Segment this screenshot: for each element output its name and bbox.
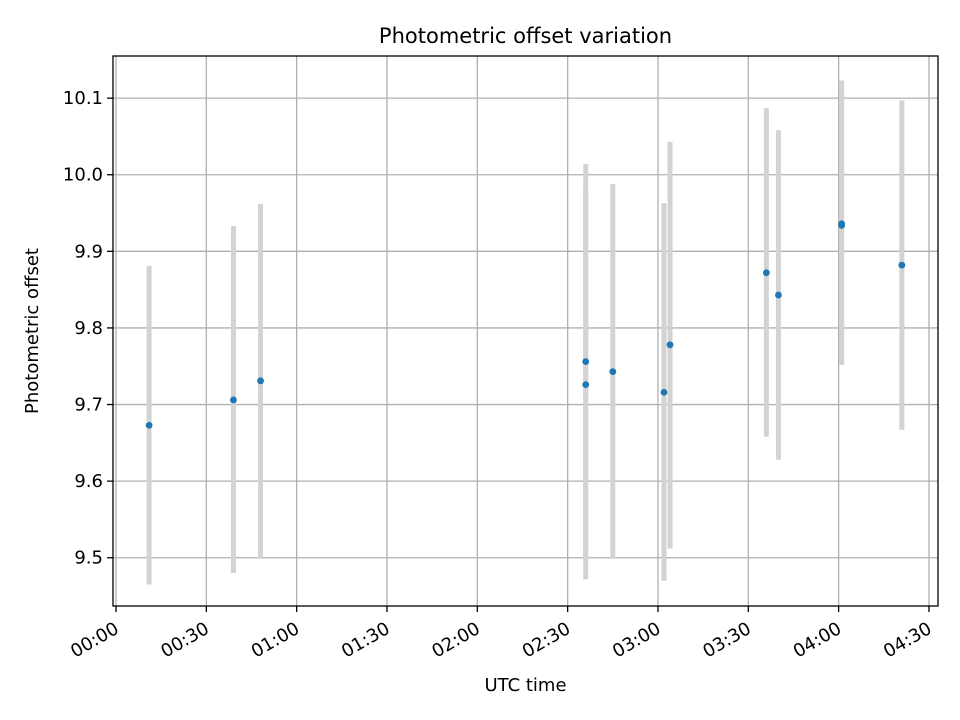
- chart-title: Photometric offset variation: [379, 24, 672, 48]
- y-tick-label: 9.8: [74, 318, 103, 339]
- y-tick-label: 9.7: [74, 395, 103, 416]
- data-point: [609, 368, 617, 375]
- data-point: [762, 269, 770, 277]
- data-point: [582, 358, 590, 366]
- x-axis-title: UTC time: [484, 675, 566, 696]
- data-point: [257, 377, 264, 385]
- y-tick-label: 9.9: [74, 241, 103, 262]
- y-axis-title: Photometric offset: [22, 248, 43, 414]
- data-point: [230, 396, 237, 404]
- data-point: [582, 381, 590, 389]
- data-point: [898, 261, 906, 269]
- data-point: [775, 291, 782, 299]
- data-point: [145, 421, 153, 429]
- y-tick-label: 10.1: [63, 88, 103, 109]
- y-tick-label: 9.5: [74, 548, 103, 569]
- y-tick-label: 10.0: [63, 165, 103, 186]
- point-layer: [145, 220, 906, 429]
- data-point: [666, 341, 674, 349]
- data-point: [660, 388, 668, 396]
- grid-layer: [113, 56, 938, 606]
- plot-frame: [112, 55, 939, 607]
- data-point: [838, 221, 846, 229]
- y-tick-label: 9.6: [74, 471, 103, 492]
